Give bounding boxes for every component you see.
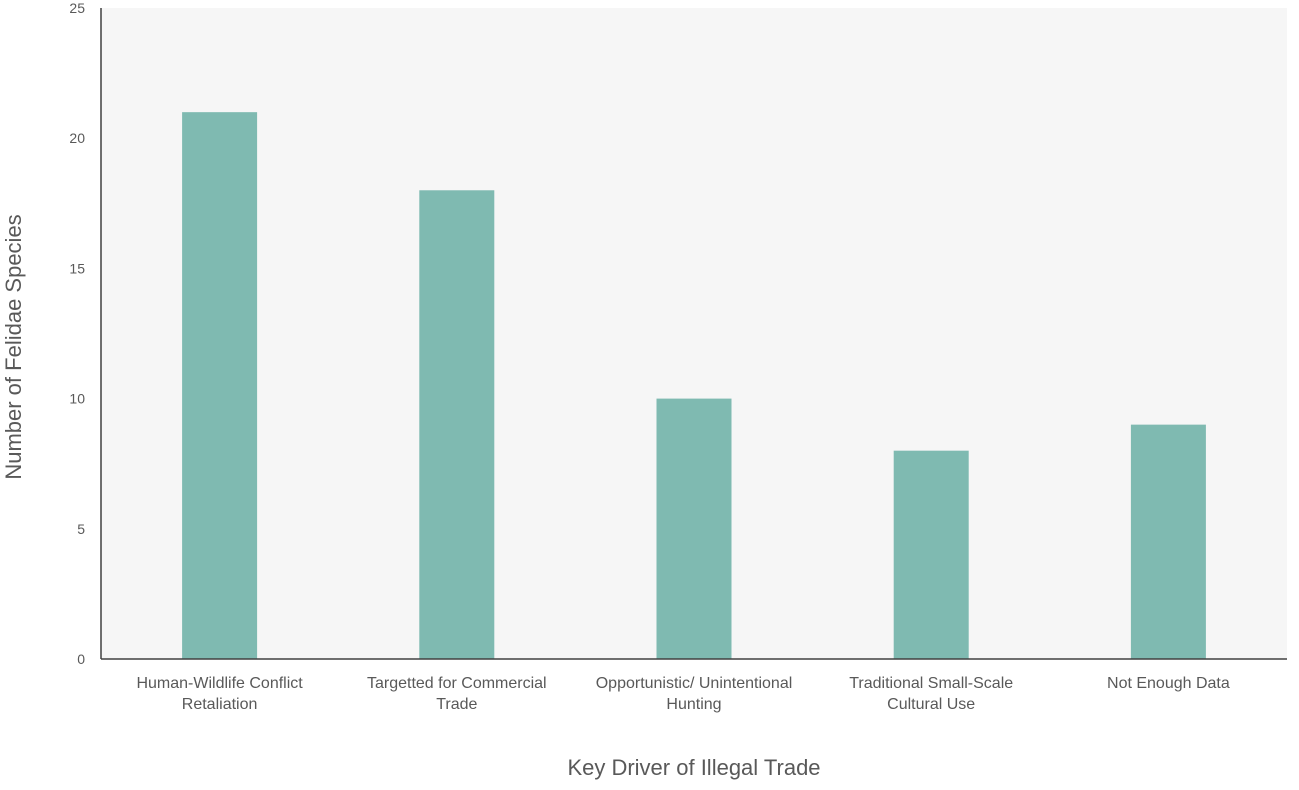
- x-tick-label: Not Enough Data: [1107, 675, 1230, 692]
- y-tick-label: 20: [69, 130, 85, 146]
- y-axis-title: Number of Felidae Species: [1, 214, 26, 479]
- x-tick-label: Traditional Small-Scale Cultural Use: [849, 675, 1013, 713]
- bars: [182, 112, 1206, 659]
- bar: [182, 112, 258, 659]
- x-tick-label: Targetted for Commercial Trade: [367, 675, 547, 713]
- bar: [1130, 424, 1206, 659]
- y-tick-label: 0: [77, 651, 85, 667]
- y-tick-label: 5: [77, 521, 85, 537]
- y-tick-label: 15: [69, 260, 85, 276]
- y-tick-label: 10: [69, 391, 85, 407]
- bar: [893, 450, 969, 659]
- bar: [419, 190, 495, 659]
- bar: [656, 398, 732, 659]
- x-tick-label: Human-Wildlife Conflict Retaliation: [136, 675, 303, 713]
- x-tick-label: Opportunistic/ Unintentional Hunting: [596, 675, 793, 713]
- x-tick-labels: Human-Wildlife Conflict Retaliation Target…: [136, 675, 1229, 713]
- y-tick-label: 25: [69, 0, 85, 16]
- x-axis-title: Key Driver of Illegal Trade: [567, 755, 820, 780]
- y-tick-labels: 0 5 10 15 20 25: [69, 0, 85, 667]
